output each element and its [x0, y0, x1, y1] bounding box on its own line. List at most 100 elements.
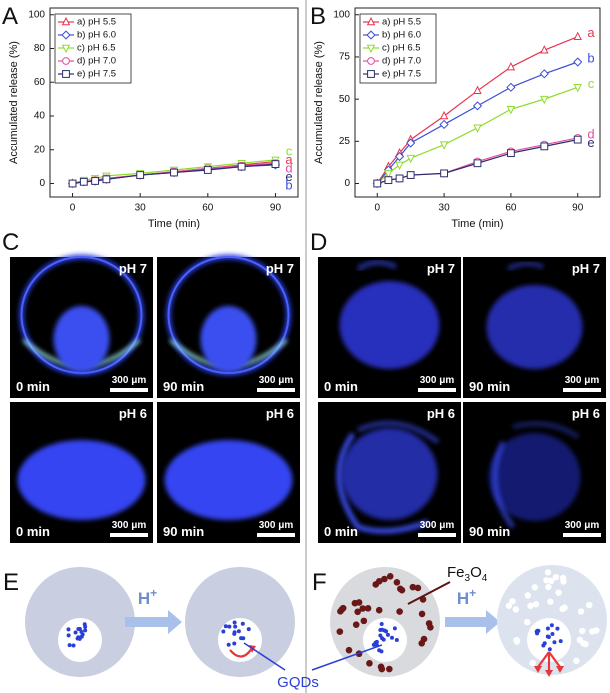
end-label: b — [587, 50, 594, 65]
end-label: e — [285, 169, 292, 184]
ph-label: pH 7 — [427, 261, 455, 276]
pore — [509, 598, 516, 605]
marker — [395, 174, 404, 183]
marker — [573, 84, 582, 93]
marker — [473, 159, 482, 168]
fe3o4-particle — [336, 628, 344, 635]
scale-label: 300 μm — [259, 375, 294, 386]
glow-blob — [339, 281, 440, 369]
marker — [102, 175, 111, 184]
pore — [573, 657, 580, 664]
marker — [91, 177, 99, 185]
x-tick-label: 30 — [439, 203, 451, 214]
gqd-dot — [550, 631, 555, 636]
marker — [271, 160, 280, 168]
sphere-ring — [20, 256, 143, 374]
micrograph: pH 7 90 min 300 μm — [157, 254, 300, 398]
x-axis-title: Time (min) — [148, 218, 200, 230]
pore — [578, 627, 586, 635]
panel-label: F — [312, 569, 327, 596]
micrograph: pH 7 90 min 300 μm — [463, 257, 606, 398]
pore — [582, 640, 589, 648]
y-tick-label: 0 — [344, 178, 350, 189]
fe3o4-particle — [375, 606, 383, 614]
fe3o4-particle — [378, 665, 386, 673]
marker — [472, 101, 483, 111]
time-label: 0 min — [16, 379, 50, 394]
y-tick-label: 80 — [34, 43, 46, 54]
pore — [547, 577, 555, 585]
fe3o4-particle — [360, 617, 368, 625]
marker — [506, 82, 516, 92]
legend-marker — [61, 16, 71, 26]
micrograph: pH 6 90 min 300 μm — [157, 402, 300, 543]
legend-marker — [366, 16, 376, 26]
scale-bar — [418, 533, 456, 537]
gqd-dot — [79, 634, 84, 639]
arrow-head — [534, 666, 542, 673]
legend-label: e) pH 7.5 — [382, 69, 421, 80]
end-label: c — [588, 76, 595, 91]
marker — [237, 162, 246, 171]
gqd-dot — [379, 649, 384, 654]
gqd-dot — [223, 624, 228, 629]
fe3o4-particle — [364, 605, 372, 612]
legend-marker — [366, 44, 376, 54]
gqd-dot — [547, 647, 552, 652]
gqd-dot — [555, 626, 560, 631]
gqd-dot — [221, 629, 226, 634]
gqd-dot — [384, 629, 389, 634]
gqd-dot — [66, 627, 71, 632]
legend-label: c) pH 6.5 — [382, 43, 421, 54]
fe3o4-particle — [352, 621, 360, 628]
y-tick-label: 20 — [34, 144, 46, 155]
legend-label: d) pH 7.0 — [77, 56, 116, 67]
scale-label: 300 μm — [112, 375, 147, 386]
marker — [540, 95, 549, 105]
pore — [545, 583, 552, 591]
y-tick-label: 60 — [34, 77, 46, 88]
pore — [532, 601, 540, 608]
marker — [573, 57, 583, 67]
glow-arc — [356, 260, 398, 272]
gqd-dot — [233, 624, 238, 629]
marker — [406, 171, 415, 179]
ph-label: pH 6 — [266, 406, 294, 421]
marker — [439, 110, 449, 120]
pore — [561, 604, 568, 611]
pore — [531, 584, 539, 591]
gqd-dot — [552, 640, 557, 645]
gqd-dot — [240, 621, 245, 626]
marker — [395, 161, 404, 171]
time-label: 0 min — [16, 524, 50, 539]
micrograph: pH 7 0 min 300 μm — [318, 257, 461, 398]
scale-label: 300 μm — [420, 375, 455, 386]
gqd-dot — [83, 628, 88, 633]
marker — [68, 179, 77, 188]
fe3o4-particle — [418, 610, 426, 618]
pore — [527, 602, 534, 610]
legend-label: a) pH 5.5 — [382, 17, 421, 28]
legend-marker — [62, 70, 70, 78]
ph-label: pH 6 — [572, 406, 600, 421]
pore — [555, 589, 562, 596]
fe3o4-particle — [345, 646, 353, 654]
pore — [524, 618, 531, 626]
gqd-dot — [542, 641, 547, 646]
marker — [373, 179, 382, 188]
glow-arc — [356, 420, 440, 445]
fe3o4-particle — [398, 586, 406, 594]
gqd-dot — [535, 631, 540, 636]
y-tick-label: 100 — [28, 9, 45, 20]
panel-label: B — [310, 3, 326, 30]
arrow-head — [556, 666, 564, 673]
x-tick-label: 60 — [202, 203, 214, 214]
pore — [513, 636, 520, 644]
fe3o4-particle — [409, 583, 417, 591]
gqd-dot — [394, 638, 399, 643]
glow-blob — [341, 428, 438, 520]
marker — [384, 176, 393, 185]
time-label: 90 min — [163, 379, 204, 394]
